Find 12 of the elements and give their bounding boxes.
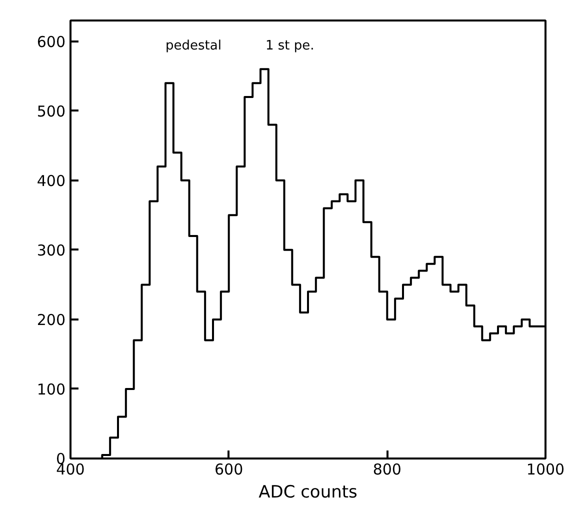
y-tick-label: 100: [36, 380, 66, 398]
y-tick-label: 300: [36, 241, 66, 260]
annotation: pedestal: [166, 38, 222, 54]
y-tick-label: 500: [36, 102, 66, 120]
y-tick-label: 200: [36, 310, 66, 329]
x-axis-title: ADC counts: [258, 482, 358, 502]
x-tick-label: 800: [372, 460, 402, 478]
x-tick-label: 600: [214, 460, 244, 478]
annotation: 1 st pe.: [266, 38, 314, 54]
x-tick-label: 1000: [526, 460, 565, 478]
y-tick-label: 400: [36, 172, 66, 190]
y-tick-label: 600: [36, 32, 66, 51]
